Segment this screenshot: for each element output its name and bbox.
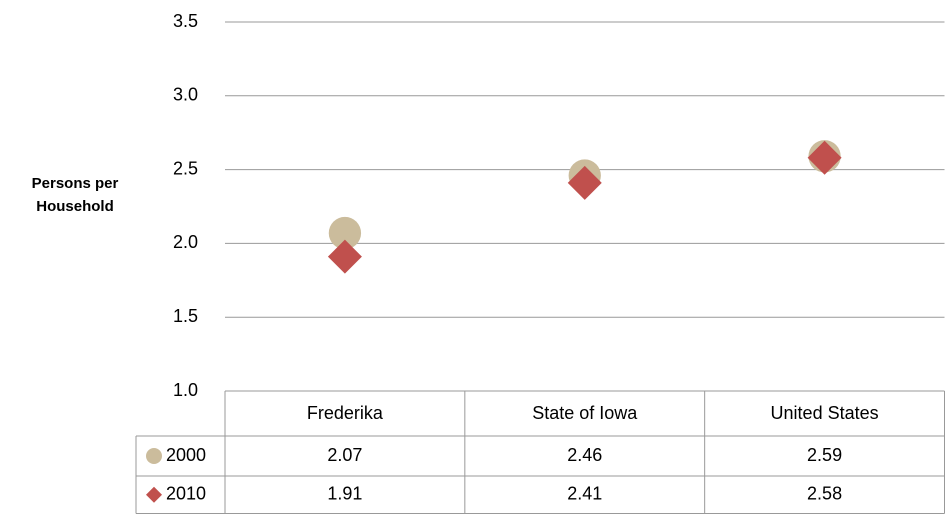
category-label: Frederika [307, 403, 384, 423]
legend-marker [146, 448, 162, 464]
table-value: 2.07 [327, 445, 362, 465]
legend-label: 2000 [166, 445, 206, 465]
legend-label: 2010 [166, 484, 206, 504]
category-label: State of Iowa [532, 403, 638, 423]
diamond-marker [327, 239, 362, 274]
y-tick-label: 3.0 [173, 85, 198, 105]
diamond-marker [567, 165, 602, 200]
legend-marker [146, 486, 162, 503]
table-value: 2.58 [807, 484, 842, 504]
table-value: 2.41 [567, 484, 602, 504]
diamond-marker [807, 140, 842, 175]
circle-marker [328, 216, 362, 250]
y-tick-label: 1.5 [173, 306, 198, 326]
y-tick-label: 1.0 [173, 380, 198, 400]
table-value: 2.59 [807, 445, 842, 465]
y-axis-label: Persons per Household [31, 175, 119, 215]
y-tick-label: 3.5 [173, 11, 198, 31]
y-tick-label: 2.5 [173, 158, 198, 178]
table-value: 2.46 [567, 445, 602, 465]
y-tick-label: 2.0 [173, 232, 198, 252]
table-value: 1.91 [327, 484, 362, 504]
category-label: United States [771, 403, 879, 423]
